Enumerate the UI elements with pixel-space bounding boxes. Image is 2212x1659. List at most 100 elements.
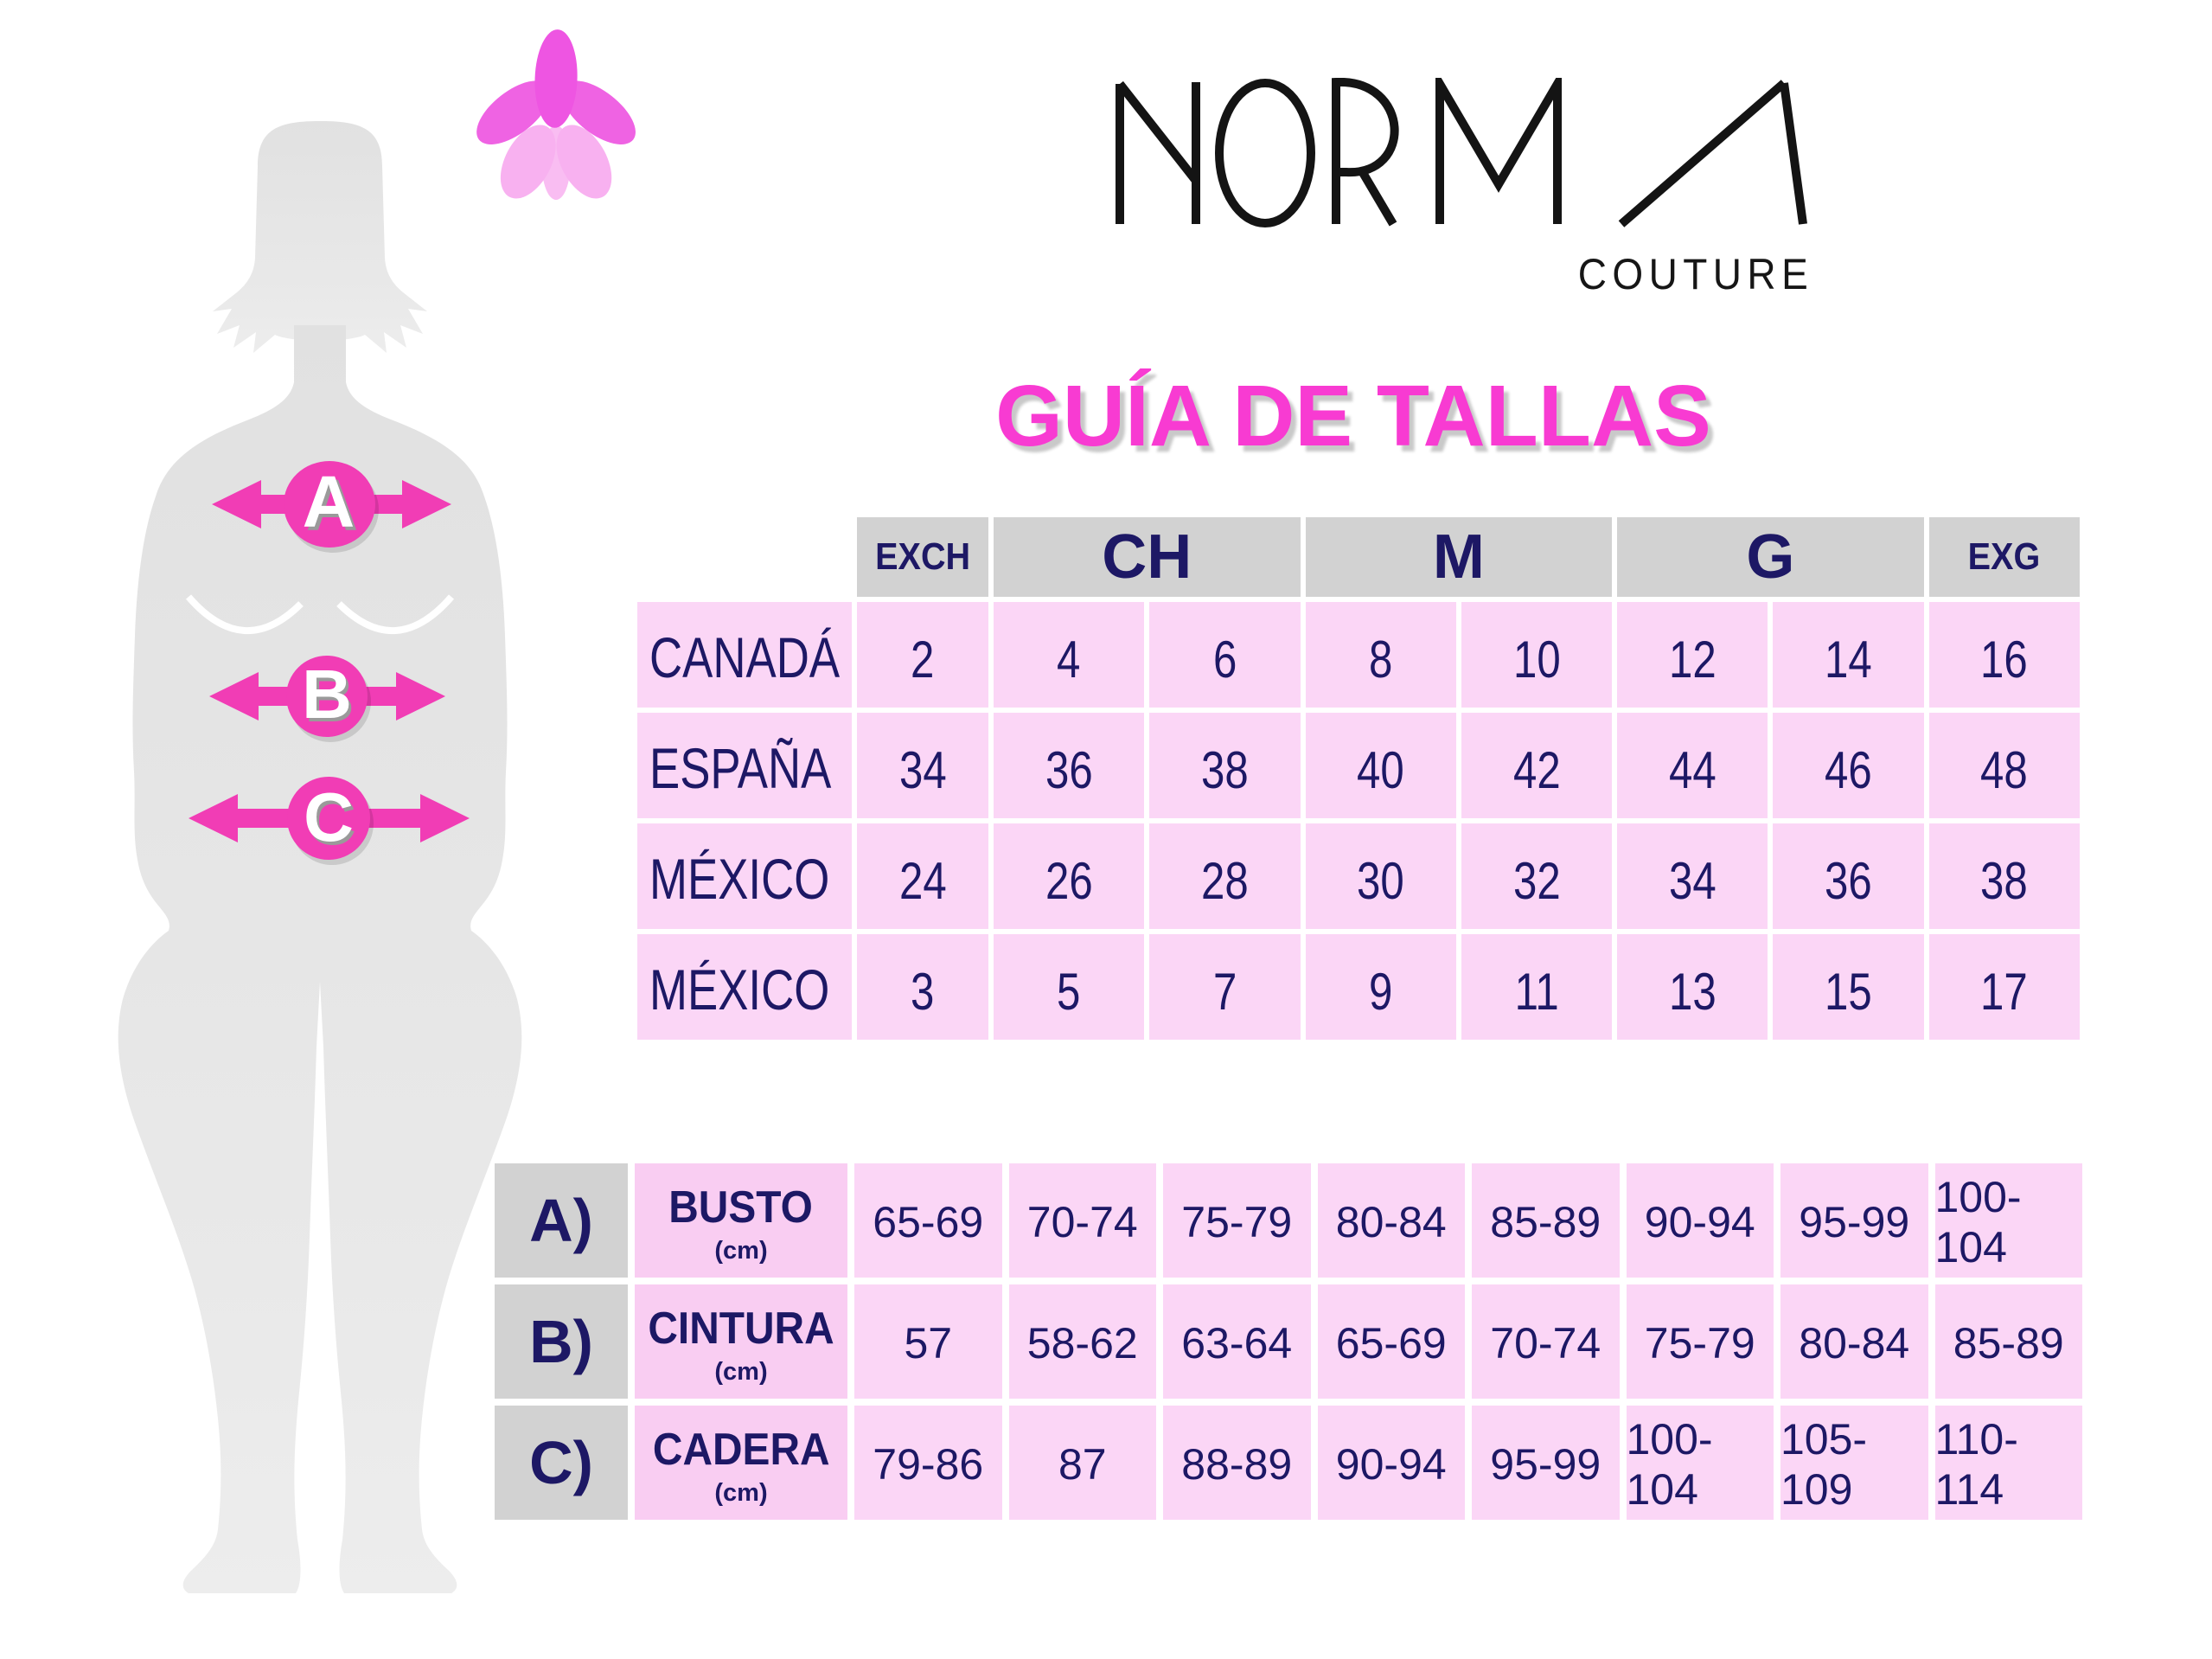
measure-cell: 87 [1008,1406,1156,1520]
letter-a [1618,80,1807,227]
size-cell: 7 [1149,934,1301,1040]
marker-c-circle [287,777,370,860]
measure-letter-a: A) [495,1163,628,1278]
measure-cell: 75-79 [1163,1163,1311,1278]
size-cell: 5 [994,934,1145,1040]
size-cell: 6 [1149,602,1301,708]
measure-cell: 70-74 [1472,1284,1620,1399]
size-chart-table: EXCH CH M G EXG CANADÁ 2 4 6 8 10 12 14 … [637,517,2080,1040]
size-cell: 36 [1773,823,1924,929]
marker-c-hips: C C [189,777,470,865]
measure-cell: 90-94 [1626,1163,1774,1278]
size-table-header-spacer [637,517,852,597]
marker-b-letter-shadow: B [304,659,355,736]
body-measurement-figure: A A B B C C [118,121,522,1593]
measure-cell: 90-94 [1317,1406,1465,1520]
measure-cell: 58-62 [1008,1284,1156,1399]
letter-r [1332,78,1399,227]
size-cell: 15 [1773,934,1924,1040]
size-cell: 34 [1617,823,1768,929]
measure-cell: 75-79 [1626,1284,1774,1399]
row-label-mexico: MÉXICO [637,823,852,929]
size-cell: 44 [1617,713,1768,818]
size-cell: 38 [1928,823,2080,929]
size-cell: 13 [1617,934,1768,1040]
size-cell: 42 [1461,713,1613,818]
size-header-g: G [1617,517,1924,597]
size-cell: 12 [1617,602,1768,708]
marker-c-letter: C [304,778,354,855]
marker-b-waist: B B [209,656,445,742]
letter-m [1435,78,1562,224]
measure-cell: 105-109 [1780,1406,1928,1520]
size-cell: 9 [1305,934,1456,1040]
measure-cell: 100-104 [1626,1406,1774,1520]
flower-top-petal [534,29,578,128]
size-cell: 17 [1928,934,2080,1040]
measure-cell: 95-99 [1780,1163,1928,1278]
orchid-flower-logo-icon [476,29,636,201]
size-cell: 2 [857,602,988,708]
flower-lower-petals [500,125,612,201]
size-header-ch: CH [994,517,1301,597]
measure-name-cintura: CINTURA (cm) [635,1284,847,1399]
measure-cell: 80-84 [1317,1163,1465,1278]
letter-o [1215,79,1315,227]
row-label-espana: ESPAÑA [637,713,852,818]
head-hair-silhouette [213,121,427,353]
size-cell: 14 [1773,602,1924,708]
size-cell: 32 [1461,823,1613,929]
bust-line-right [336,594,455,634]
marker-b-circle [286,656,368,737]
measure-cell: 95-99 [1472,1406,1620,1520]
size-header-exg: EXG [1928,517,2080,597]
size-cell: 11 [1461,934,1613,1040]
size-cell: 48 [1928,713,2080,818]
size-cell: 46 [1773,713,1924,818]
size-cell: 8 [1305,602,1456,708]
measure-name-busto: BUSTO (cm) [635,1163,847,1278]
size-cell: 3 [857,934,988,1040]
page-title: GUÍA DE TALLAS [995,368,1711,464]
size-cell: 10 [1461,602,1613,708]
measure-cell: 85-89 [1934,1284,2082,1399]
flower-side-petals [476,80,636,144]
size-cell: 26 [994,823,1145,929]
measure-name-cadera: CADERA (cm) [635,1406,847,1520]
norma-wordmark [1116,78,1807,227]
size-cell: 4 [994,602,1145,708]
size-cell: 38 [1149,713,1301,818]
size-cell: 30 [1305,823,1456,929]
measure-cell: 57 [854,1284,1002,1399]
measure-cell: 88-89 [1163,1406,1311,1520]
marker-c-letter-shadow: C [306,782,356,859]
marker-a-circle [284,461,375,548]
letter-n [1116,80,1200,224]
female-body-silhouette [118,325,522,1593]
size-cell: 34 [857,713,988,818]
size-cell: 40 [1305,713,1456,818]
size-cell: 24 [857,823,988,929]
size-header-exch: EXCH [857,517,988,597]
measure-cell: 80-84 [1780,1284,1928,1399]
measure-letter-c: C) [495,1406,628,1520]
brand-subtitle: COUTURE [1577,250,1813,298]
measure-cell: 63-64 [1163,1284,1311,1399]
size-cell: 16 [1928,602,2080,708]
measure-cell: 85-89 [1472,1163,1620,1278]
measurements-table: A) BUSTO (cm) 65-69 70-74 75-79 80-84 85… [495,1163,2082,1520]
marker-a-letter-shadow: A [306,464,359,546]
size-cell: 36 [994,713,1145,818]
bust-line-left [185,594,304,634]
marker-a-letter: A [303,461,355,542]
measure-cell: 65-69 [1317,1284,1465,1399]
measure-cell: 65-69 [854,1163,1002,1278]
measure-letter-b: B) [495,1284,628,1399]
marker-b-letter: B [302,656,352,733]
measure-cell: 79-86 [854,1406,1002,1520]
row-label-canada: CANADÁ [637,602,852,708]
measure-cell: 70-74 [1008,1163,1156,1278]
size-cell: 28 [1149,823,1301,929]
size-header-m: M [1305,517,1613,597]
measure-cell: 110-114 [1934,1406,2082,1520]
